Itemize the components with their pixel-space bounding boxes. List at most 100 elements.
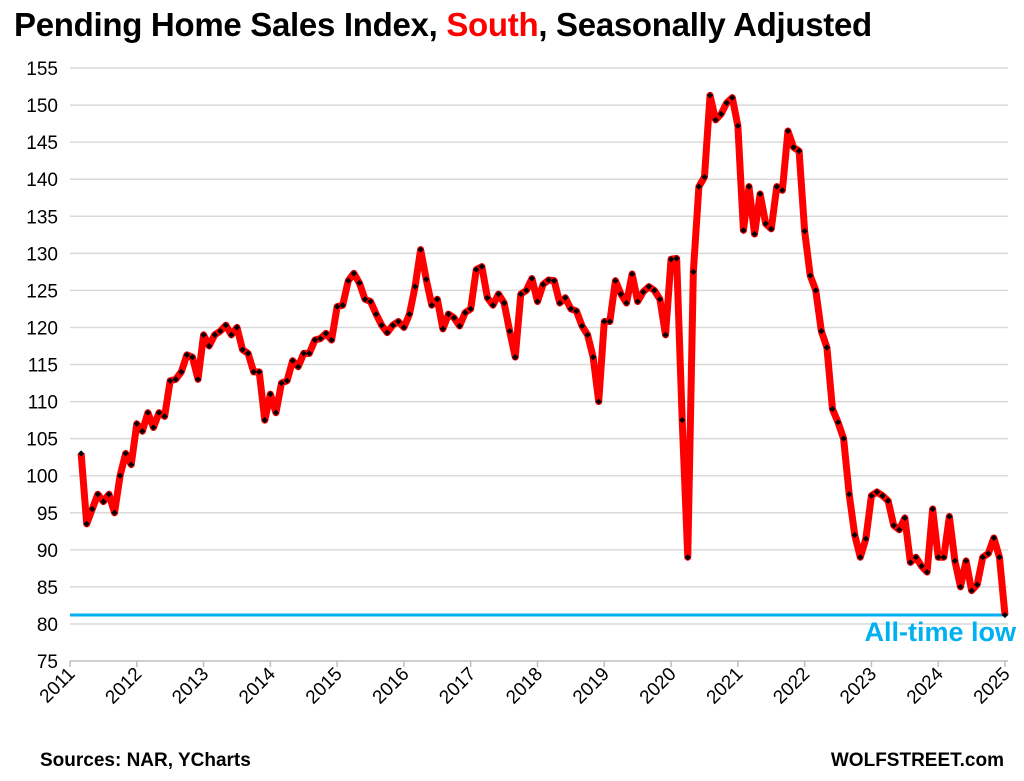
data-point xyxy=(551,277,558,284)
x-tick-label: 2013 xyxy=(168,664,213,709)
data-point xyxy=(244,350,252,357)
title-prefix: Pending Home Sales Index, xyxy=(14,6,447,43)
data-point xyxy=(484,294,491,301)
y-tick-label: 135 xyxy=(26,207,58,228)
data-point xyxy=(968,587,975,594)
y-tick-label: 75 xyxy=(37,652,58,673)
data-point xyxy=(851,531,858,539)
x-tick-label: 2016 xyxy=(369,664,414,709)
data-point xyxy=(395,318,402,325)
data-point xyxy=(278,379,285,387)
data-point xyxy=(356,279,363,287)
x-tick-label: 2012 xyxy=(102,664,147,709)
data-point xyxy=(133,420,140,427)
y-tick-label: 105 xyxy=(26,430,58,451)
data-point xyxy=(634,298,641,305)
data-point xyxy=(478,263,485,270)
data-point xyxy=(935,554,942,561)
data-point xyxy=(423,276,430,283)
data-point xyxy=(378,322,385,329)
data-point xyxy=(996,554,1003,561)
data-point xyxy=(328,336,335,344)
data-point xyxy=(684,554,691,561)
data-point xyxy=(456,322,463,330)
data-point xyxy=(467,305,474,313)
data-point xyxy=(807,272,814,279)
x-tick-label: 2015 xyxy=(302,664,347,709)
data-point xyxy=(439,325,446,333)
data-point xyxy=(406,310,413,318)
data-point xyxy=(339,302,346,309)
y-tick-label: 155 xyxy=(26,59,58,80)
data-point xyxy=(734,122,741,129)
data-point xyxy=(517,290,524,298)
y-tick-label: 85 xyxy=(37,578,58,599)
data-point xyxy=(918,563,925,570)
data-point xyxy=(495,290,502,298)
data-point xyxy=(985,550,992,557)
data-point xyxy=(400,324,408,331)
data-point xyxy=(389,322,396,329)
data-point xyxy=(361,296,369,303)
data-point xyxy=(890,522,897,529)
x-tick-label: 2022 xyxy=(769,664,814,709)
data-point xyxy=(974,581,981,588)
data-point xyxy=(295,363,302,370)
data-point xyxy=(946,513,953,520)
data-point xyxy=(873,488,881,496)
data-point xyxy=(428,302,435,309)
data-point xyxy=(612,277,619,284)
data-point xyxy=(367,298,374,305)
x-axis-ticks: 2011 2012 2013 2014 2015 2016 2017 2018 2019 2020… xyxy=(36,661,1015,708)
data-point xyxy=(656,296,664,303)
data-point xyxy=(256,368,263,376)
data-point xyxy=(979,554,986,561)
y-tick-label: 120 xyxy=(26,318,58,339)
data-point xyxy=(907,559,914,566)
data-point xyxy=(590,353,597,361)
data-point xyxy=(272,409,280,416)
data-point xyxy=(462,309,469,316)
x-tick-label: 2020 xyxy=(636,664,681,709)
data-point xyxy=(144,409,152,416)
x-tick-label: 2018 xyxy=(502,664,547,709)
data-point xyxy=(250,368,257,376)
data-point xyxy=(139,428,146,435)
data-point xyxy=(951,557,959,565)
data-point xyxy=(345,277,352,284)
data-point xyxy=(818,328,825,335)
data-point xyxy=(990,534,997,542)
y-tick-label: 80 xyxy=(37,615,58,636)
data-point xyxy=(300,350,307,357)
data-point xyxy=(578,322,586,330)
data-point xyxy=(434,296,441,303)
data-point xyxy=(450,314,458,321)
data-point xyxy=(857,554,864,561)
y-tick-label: 90 xyxy=(37,541,58,562)
sources-note: Sources: NAR, YCharts xyxy=(40,750,251,771)
x-tick-label: 2014 xyxy=(235,663,280,708)
y-tick-label: 145 xyxy=(26,133,58,154)
data-point xyxy=(111,509,118,516)
data-point xyxy=(617,290,625,298)
all-time-low-label: All-time low xyxy=(864,617,1016,647)
data-point xyxy=(506,328,513,335)
data-point xyxy=(128,461,135,468)
data-point xyxy=(261,416,268,424)
x-tick-label: 2019 xyxy=(569,664,614,709)
data-point xyxy=(667,256,675,263)
y-tick-label: 115 xyxy=(28,356,58,377)
x-tick-label: 2023 xyxy=(836,664,881,709)
data-point xyxy=(901,514,908,522)
y-tick-label: 130 xyxy=(26,244,58,265)
data-point xyxy=(862,535,869,542)
title-suffix: , Seasonally Adjusted xyxy=(538,6,872,43)
data-point xyxy=(322,330,330,337)
data-point xyxy=(489,302,497,309)
data-point xyxy=(912,554,920,561)
data-point xyxy=(512,353,519,361)
x-tick-label: 2024 xyxy=(903,663,948,708)
chart-title: Pending Home Sales Index, South, Seasona… xyxy=(14,6,872,44)
gridlines xyxy=(70,67,1008,625)
